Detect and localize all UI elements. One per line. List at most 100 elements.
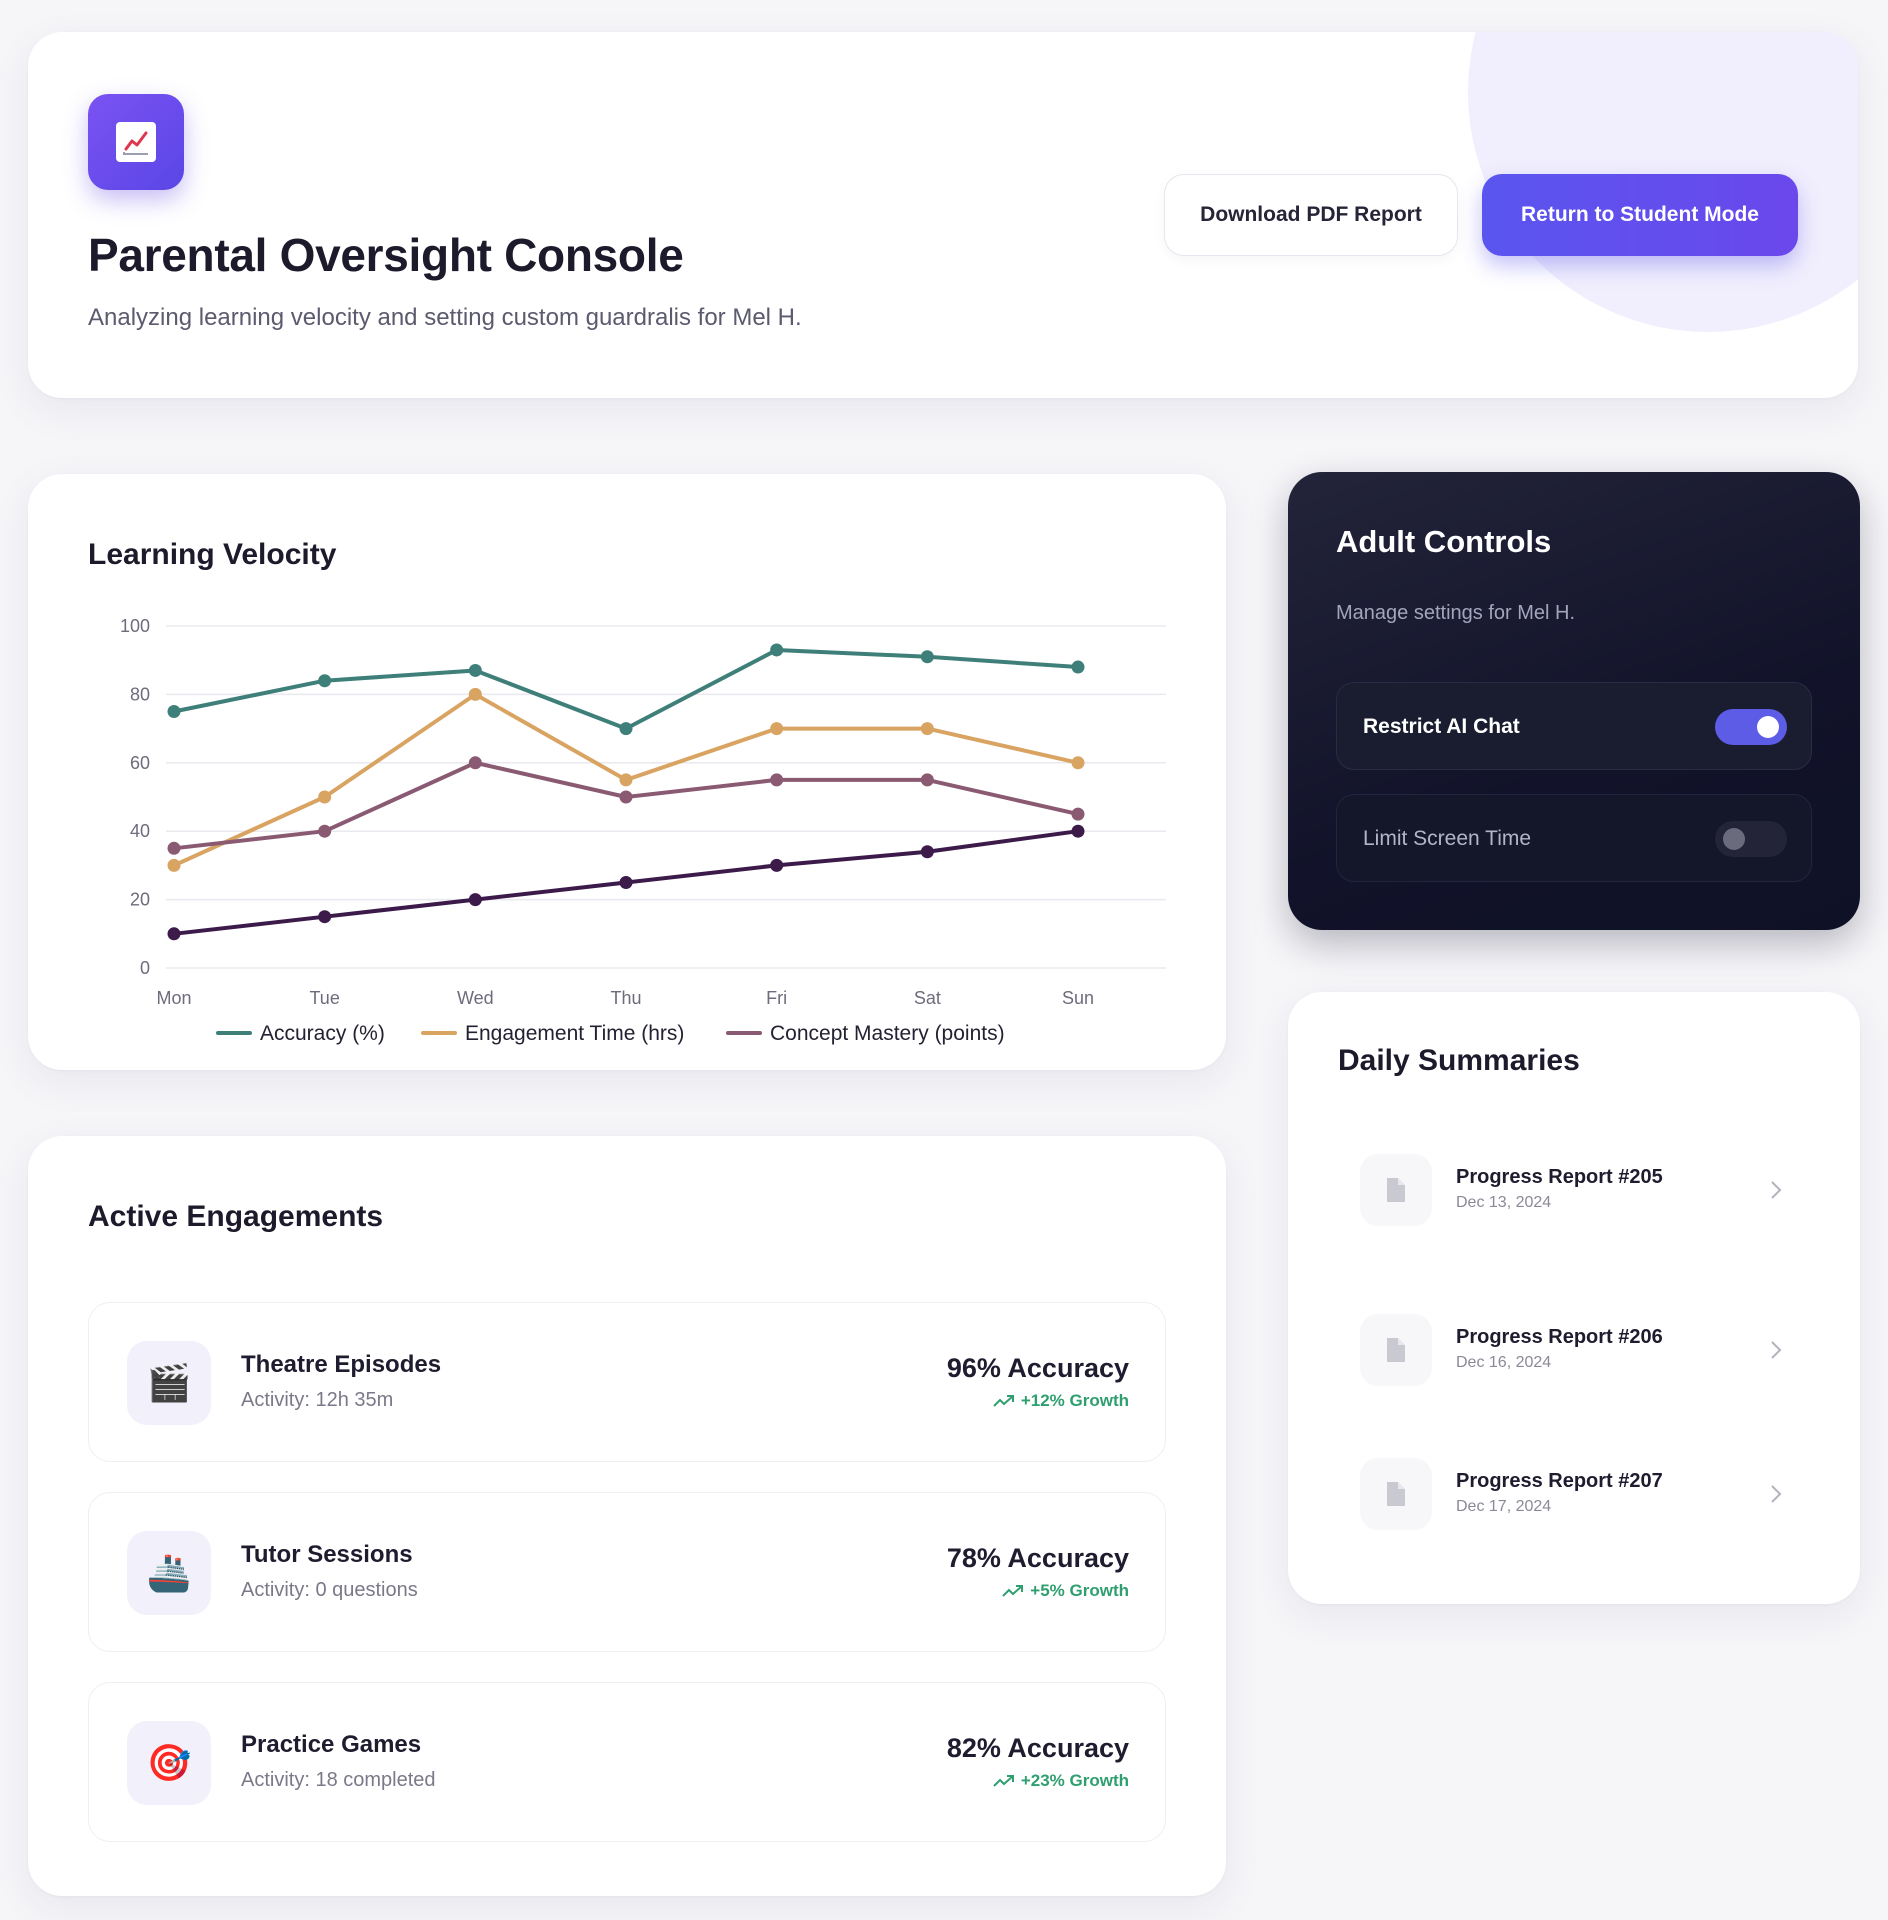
- data-point: [920, 773, 934, 787]
- target-icon: 🎯: [127, 1721, 211, 1805]
- restrict-ai-chat-toggle[interactable]: [1715, 709, 1787, 745]
- limit-screen-time-toggle[interactable]: [1715, 821, 1787, 857]
- data-point: [167, 705, 181, 718]
- data-point: [318, 674, 332, 688]
- data-point: [619, 773, 633, 787]
- logo-paper: [116, 122, 156, 162]
- y-tick-label: 40: [130, 821, 150, 841]
- engagement-row[interactable]: 🚢 Tutor Sessions Activity: 0 questions 7…: [88, 1492, 1166, 1652]
- limit-screen-time-label: Limit Screen Time: [1363, 827, 1532, 850]
- clapperboard-icon: 🎬: [127, 1341, 211, 1425]
- limit-screen-time-row: Limit Screen Time: [1336, 794, 1812, 882]
- document-icon: [1360, 1458, 1432, 1530]
- engagement-growth: +23% Growth: [993, 1771, 1129, 1791]
- summary-item[interactable]: Progress Report #206 Dec 16, 2024: [1360, 1314, 1790, 1388]
- summary-item[interactable]: Progress Report #205 Dec 13, 2024: [1360, 1154, 1790, 1228]
- engagement-growth-label: +23% Growth: [1020, 1771, 1129, 1790]
- summary-name: Progress Report #207: [1456, 1470, 1663, 1492]
- daily-summaries-card: Daily Summaries Progress Report #205 Dec…: [1288, 992, 1860, 1604]
- engagement-row[interactable]: 🎯 Practice Games Activity: 18 completed …: [88, 1682, 1166, 1842]
- x-tick-label: Sun: [1062, 988, 1094, 1008]
- summary-name: Progress Report #206: [1456, 1326, 1663, 1348]
- chevron-right-icon[interactable]: [1762, 1336, 1790, 1364]
- adult-controls-card: Adult Controls Manage settings for Mel H…: [1288, 472, 1860, 930]
- x-tick-label: Thu: [610, 988, 641, 1008]
- summary-date: Dec 13, 2024: [1456, 1194, 1552, 1211]
- engagement-accuracy: 82% Accuracy: [946, 1733, 1129, 1763]
- learning-velocity-title: Learning Velocity: [88, 538, 337, 571]
- file-icon: [1387, 1482, 1405, 1506]
- trending-up-icon: [993, 1775, 1014, 1787]
- data-point: [770, 722, 784, 736]
- toggle-knob: [1757, 716, 1779, 738]
- engagement-row[interactable]: 🎬 Theatre Episodes Activity: 12h 35m 96%…: [88, 1302, 1166, 1462]
- data-point: [920, 845, 934, 859]
- legend-label: Concept Mastery (points): [770, 1022, 1005, 1045]
- legend-label: Accuracy (%): [260, 1022, 385, 1045]
- trend-icon: [123, 131, 148, 155]
- x-tick-label: Fri: [766, 988, 787, 1008]
- data-point: [770, 643, 784, 657]
- engagement-name: Tutor Sessions: [241, 1541, 413, 1568]
- adult-controls-subtitle: Manage settings for Mel H.: [1336, 602, 1575, 624]
- legend-label: Engagement Time (hrs): [465, 1022, 684, 1045]
- data-point: [770, 773, 784, 787]
- summary-item[interactable]: Progress Report #207 Dec 17, 2024: [1360, 1458, 1790, 1532]
- chevron-right-icon[interactable]: [1762, 1480, 1790, 1508]
- x-tick-label: Wed: [457, 988, 494, 1008]
- data-point: [318, 910, 332, 924]
- data-point: [770, 858, 784, 872]
- engagement-activity: Activity: 12h 35m: [241, 1389, 394, 1411]
- trending-up-icon: [1002, 1585, 1024, 1597]
- summary-date: Dec 16, 2024: [1456, 1354, 1552, 1371]
- document-icon: [1360, 1314, 1432, 1386]
- data-point: [619, 790, 633, 804]
- data-point: [318, 824, 332, 838]
- y-tick-label: 0: [140, 958, 150, 978]
- data-point: [468, 687, 482, 701]
- data-point: [619, 876, 633, 889]
- engagement-growth-label: +5% Growth: [1030, 1581, 1129, 1600]
- y-tick-label: 20: [130, 890, 150, 910]
- adult-controls-title: Adult Controls: [1336, 524, 1552, 559]
- engagement-activity: Activity: 18 completed: [241, 1769, 436, 1791]
- learning-velocity-card: Learning Velocity 0 20 40 60 80 100 Mon Tue Wed T…: [28, 474, 1226, 1070]
- y-tick-label: 100: [120, 616, 150, 636]
- data-point: [167, 858, 181, 872]
- data-point: [619, 722, 633, 736]
- restrict-ai-chat-row: Restrict AI Chat: [1336, 682, 1812, 770]
- file-icon: [1387, 1338, 1405, 1362]
- engagement-name: Theatre Episodes: [241, 1351, 442, 1378]
- chart-line-icon: [88, 94, 184, 190]
- toggle-knob: [1723, 828, 1745, 850]
- return-to-student-mode-button[interactable]: Return to Student Mode: [1482, 174, 1798, 256]
- y-tick-label: 60: [130, 753, 150, 773]
- chevron-right-icon[interactable]: [1762, 1176, 1790, 1204]
- active-engagements-card: Active Engagements 🎬 Theatre Episodes Ac…: [28, 1136, 1226, 1896]
- engagement-growth-label: +12% Growth: [1020, 1391, 1129, 1410]
- engagement-growth: +12% Growth: [993, 1391, 1129, 1411]
- engagement-activity: Activity: 0 questions: [241, 1579, 418, 1601]
- data-point: [468, 893, 482, 907]
- page-subtitle: Analyzing learning velocity and setting …: [88, 304, 802, 331]
- x-tick-label: Sat: [914, 988, 941, 1008]
- data-point: [920, 722, 934, 736]
- summary-name: Progress Report #205: [1456, 1166, 1663, 1188]
- download-pdf-button[interactable]: Download PDF Report: [1164, 174, 1458, 256]
- data-point: [1071, 756, 1085, 770]
- active-engagements-title: Active Engagements: [88, 1200, 384, 1233]
- restrict-ai-chat-label: Restrict AI Chat: [1363, 715, 1520, 738]
- data-point: [468, 663, 482, 677]
- data-point: [167, 841, 181, 855]
- engagement-name: Practice Games: [241, 1731, 422, 1758]
- data-point: [167, 927, 181, 941]
- learning-velocity-chart: 0 20 40 60 80 100 Mon Tue Wed Thu Fri Sat Sun Accurac…: [120, 616, 1166, 1045]
- file-icon: [1387, 1178, 1405, 1202]
- x-tick-label: Tue: [309, 988, 339, 1008]
- data-point: [920, 650, 934, 664]
- ship-icon: 🚢: [127, 1531, 211, 1615]
- x-tick-label: Mon: [156, 988, 191, 1008]
- data-point: [1071, 824, 1085, 838]
- data-point: [318, 790, 332, 804]
- header-card: Parental Oversight Console Analyzing lea…: [28, 32, 1858, 398]
